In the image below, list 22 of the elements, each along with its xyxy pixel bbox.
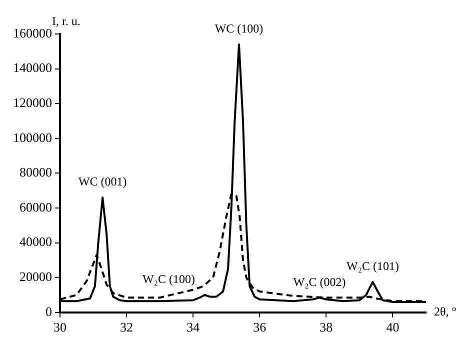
y-tick-label: 120000 bbox=[13, 95, 52, 110]
annotation: W₂C (002) bbox=[293, 274, 346, 289]
annotation: W₂C (100) bbox=[142, 272, 195, 286]
y-tick-label: 160000 bbox=[13, 25, 52, 40]
y-axis-title: I, r. u. bbox=[52, 14, 80, 28]
x-tick-label: 40 bbox=[386, 320, 400, 335]
y-tick-label: 100000 bbox=[13, 130, 52, 145]
x-tick-label: 32 bbox=[120, 320, 134, 335]
annotation: WC (001) bbox=[78, 174, 127, 189]
x-axis-title: 2θ, ° bbox=[434, 304, 457, 319]
x-tick-label: 38 bbox=[320, 320, 333, 335]
annotation: W₂C (101) bbox=[346, 259, 400, 274]
annotation: WC (100) bbox=[214, 22, 264, 36]
y-tick-label: 20000 bbox=[20, 269, 52, 284]
x-tick-label: 34 bbox=[186, 320, 200, 335]
x-tick-label: 36 bbox=[253, 320, 267, 335]
y-tick-label: 0 bbox=[46, 304, 52, 319]
y-tick-label: 140000 bbox=[13, 60, 52, 76]
x-tick-label: 30 bbox=[54, 320, 66, 335]
y-tick-label: 80000 bbox=[20, 164, 52, 180]
y-tick-label: 60000 bbox=[20, 199, 52, 214]
y-tick-label: 40000 bbox=[20, 234, 52, 250]
